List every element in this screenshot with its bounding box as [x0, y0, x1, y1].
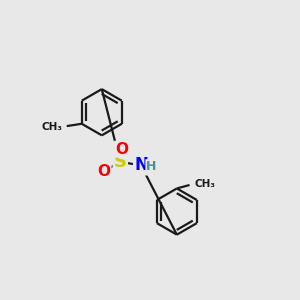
Text: H: H [146, 160, 157, 173]
Text: N: N [134, 156, 148, 174]
Text: S: S [114, 153, 127, 171]
Text: CH₃: CH₃ [41, 122, 62, 132]
Text: O: O [115, 142, 128, 157]
Text: CH₃: CH₃ [195, 179, 216, 189]
Text: O: O [98, 164, 111, 178]
